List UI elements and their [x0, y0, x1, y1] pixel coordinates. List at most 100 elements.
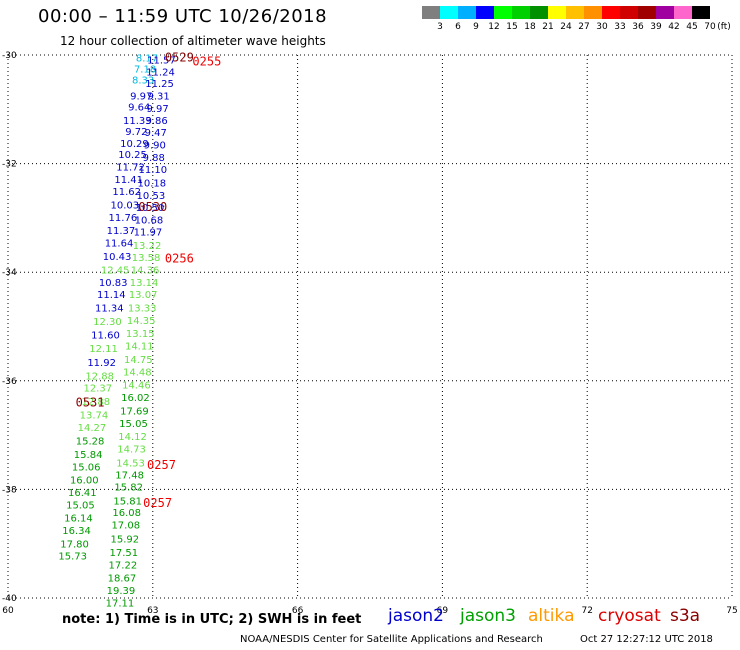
swh-value-label: 11.62: [112, 187, 141, 198]
scale-swatch: [566, 6, 584, 19]
pass-time-label: 0529: [165, 51, 194, 65]
x-tick-label: 72: [581, 606, 592, 616]
x-tick-label: 66: [292, 606, 304, 616]
scale-swatch: [512, 6, 530, 19]
swh-value-label: 11.41: [114, 175, 143, 186]
scale-swatch: [548, 6, 566, 19]
swh-value-label: 11.24: [146, 67, 175, 78]
swh-value-label: 18.67: [108, 573, 137, 584]
swh-value-label: 9.31: [147, 92, 169, 103]
swh-value-label: 10.29: [120, 139, 149, 150]
swh-value-label: 11.14: [97, 290, 126, 301]
swh-value-label: 10.50: [136, 203, 165, 214]
scale-label: 18: [524, 22, 536, 32]
scale-swatch: [458, 6, 476, 19]
pass-time-label: 0255: [192, 55, 221, 69]
swh-value-label: 13.58: [132, 253, 161, 264]
swh-value-label: 9.97: [146, 104, 168, 115]
swh-value-label: 15.05: [119, 419, 148, 430]
scale-swatch: [494, 6, 512, 19]
swh-value-label: 14.27: [78, 423, 107, 434]
swh-value-label: 13.15: [126, 329, 155, 340]
y-tick-label: -38: [2, 485, 17, 495]
pass-time-label: 0530: [138, 200, 167, 214]
swh-value-label: 16.41: [68, 488, 97, 499]
scale-label: 30: [596, 22, 608, 32]
legend-item-s3a: s3a: [670, 606, 701, 626]
swh-value-label: 16.14: [64, 514, 93, 525]
swh-value-label: 9.47: [145, 128, 167, 139]
swh-value-label: 14.36: [131, 265, 160, 276]
swh-value-label: 16.34: [62, 526, 91, 537]
swh-value-label: 12.37: [83, 383, 112, 394]
swh-value-label: 14.75: [124, 355, 153, 366]
swh-value-label: 10.43: [103, 252, 132, 263]
swh-value-label: 11.60: [91, 331, 120, 342]
swh-value-label: 16.08: [112, 508, 141, 519]
swh-value-label: 11.76: [109, 213, 138, 224]
swh-value-label: 15.81: [113, 496, 142, 507]
swh-value-label: 14.11: [125, 342, 154, 353]
scale-swatch: [584, 6, 602, 19]
y-tick-label: -40: [2, 594, 17, 604]
swh-value-label: 11.72: [116, 162, 145, 173]
scale-label: 27: [578, 22, 590, 32]
scale-swatch: [620, 6, 638, 19]
swh-value-label: 16.02: [121, 393, 150, 404]
scale-label: 24: [560, 22, 572, 32]
swh-value-label: 11.37: [107, 226, 136, 237]
swh-value-label: 12.88: [85, 371, 114, 382]
scale-label: 45: [686, 22, 698, 32]
swh-value-label: 15.73: [58, 552, 87, 563]
scale-swatch: [674, 6, 692, 19]
x-tick-label: 60: [2, 606, 14, 616]
swh-value-label: 11.64: [105, 238, 134, 249]
swh-value-label: 8.33: [132, 75, 154, 86]
swh-value-label: 15.92: [110, 534, 139, 545]
credit-text: NOAA/NESDIS Center for Satellite Applica…: [240, 634, 543, 645]
swh-value-label: 11.97: [134, 227, 163, 238]
swh-value-label: 11.92: [87, 358, 116, 369]
scale-label: 42: [668, 22, 680, 32]
swh-value-label: 17.11: [106, 598, 135, 609]
y-tick-label: -30: [2, 51, 17, 61]
swh-value-label: 9.88: [143, 153, 165, 164]
y-tick-label: -36: [2, 377, 17, 387]
swh-value-label: 13.07: [129, 290, 158, 301]
swh-value-label: 13.74: [80, 410, 109, 421]
swh-value-label: 14.48: [123, 368, 152, 379]
swh-value-label: 13.22: [133, 241, 162, 252]
pass-time-label: 0531: [76, 396, 105, 410]
swh-value-label: 13.14: [130, 278, 159, 289]
swh-value-label: 15.82: [114, 483, 143, 494]
swh-value-label: 17.22: [109, 560, 138, 571]
swh-value-label: 14.12: [118, 432, 147, 443]
swh-value-label: 13.33: [128, 303, 157, 314]
swh-value-label: 17.51: [110, 548, 139, 559]
swh-value-label: 12.88: [82, 397, 111, 408]
scale-label: 12: [488, 22, 500, 32]
scale-swatch: [440, 6, 458, 19]
swh-value-label: 15.05: [66, 501, 95, 512]
swh-value-label: 14.35: [127, 316, 156, 327]
swh-value-label: 11.34: [95, 303, 124, 314]
scale-label: 6: [455, 22, 461, 32]
swh-value-label: 10.68: [135, 216, 164, 227]
pass-time-label: 0257: [143, 496, 172, 510]
pass-time-label: 0256: [165, 252, 194, 266]
swh-value-label: 15.06: [72, 463, 101, 474]
swh-value-label: 17.80: [60, 540, 89, 551]
swh-value-label: 10.53: [137, 191, 166, 202]
scale-swatch: [476, 6, 494, 19]
x-tick-label: 63: [147, 606, 158, 616]
swh-value-label: 11.57: [147, 55, 176, 66]
swh-value-label: 9.97: [130, 92, 152, 103]
swh-value-label: 19.39: [107, 586, 136, 597]
scale-label: 33: [614, 22, 626, 32]
swh-value-label: 12.45: [101, 265, 130, 276]
swh-value-label: 15.28: [76, 437, 105, 448]
legend-item-cryosat: cryosat: [598, 606, 661, 626]
swh-value-label: 14.73: [117, 445, 146, 456]
chart-title: 00:00 – 11:59 UTC 10/26/2018: [38, 6, 328, 27]
